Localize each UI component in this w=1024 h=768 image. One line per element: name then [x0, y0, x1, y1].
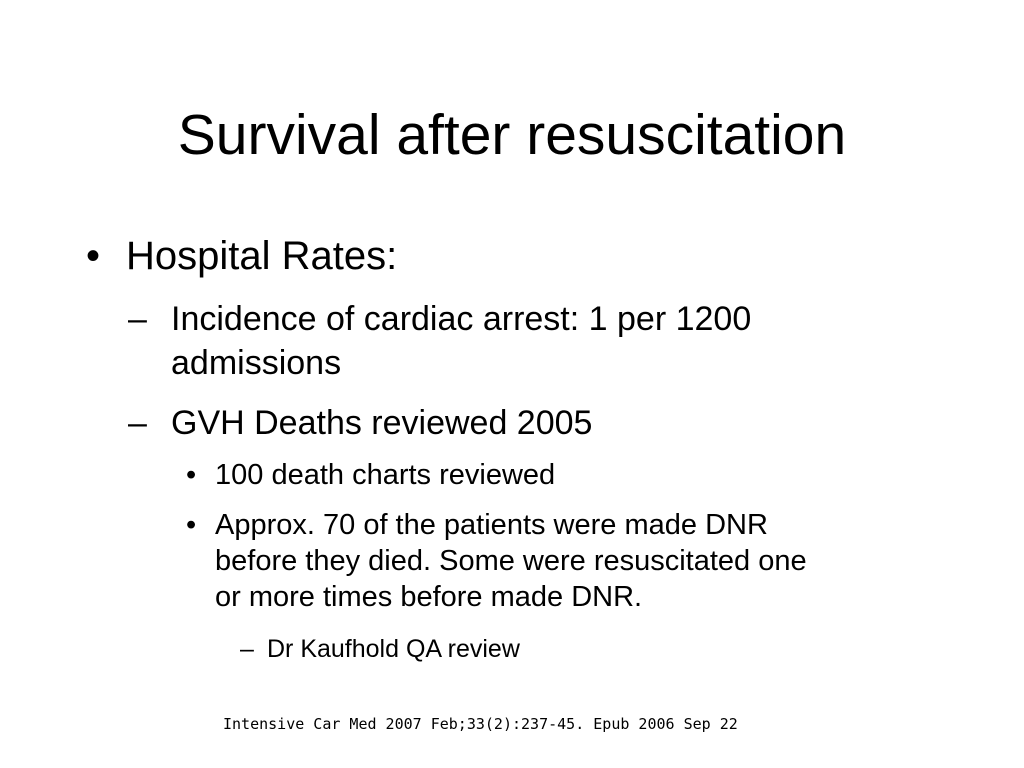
bullet-mark: • [186, 509, 197, 541]
bullet-mark: • [86, 234, 101, 278]
bullet-mark: • [186, 459, 197, 491]
sub-sub-bullet-line: Approx. 70 of the patients were made DNR [215, 509, 768, 541]
sub-bullet-line: Incidence of cardiac arrest: 1 per 1200 [171, 300, 752, 338]
level4-bullet-line: Dr Kaufhold QA review [267, 635, 520, 663]
sub-sub-bullet-line: or more times before made DNR. [215, 581, 643, 613]
sub-sub-bullet-line: 100 death charts reviewed [215, 459, 556, 491]
bullet-label: Hospital Rates: [126, 234, 398, 278]
sub-bullet-line: admissions [171, 344, 342, 382]
citation-footnote: Intensive Car Med 2007 Feb;33(2):237-45.… [223, 715, 738, 733]
dash-mark: – [128, 404, 147, 442]
dash-mark: – [128, 300, 147, 338]
slide-title: Survival after resuscitation [177, 103, 847, 167]
sub-bullet-line: GVH Deaths reviewed 2005 [171, 404, 593, 442]
sub-sub-bullet-line: before they died. Some were resuscitated… [215, 545, 807, 577]
dash-mark: – [240, 635, 254, 663]
